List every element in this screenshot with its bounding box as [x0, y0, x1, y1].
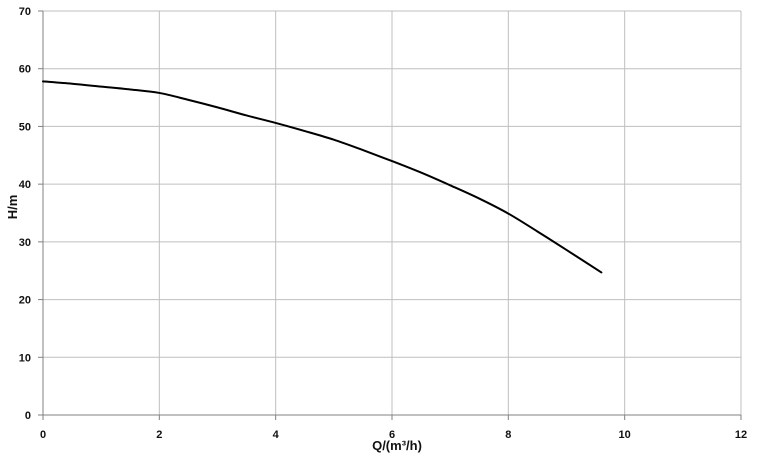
tick-labels: 0 10 20 30 40 50 60 70 0 2 4 6 8 10 12 — [19, 6, 747, 441]
series-layer — [42, 80, 603, 274]
y-tick-label: 20 — [19, 295, 31, 307]
y-tick-label: 10 — [19, 352, 31, 364]
y-tick-label: 50 — [19, 121, 31, 133]
y-axis-label: H/m — [5, 195, 20, 220]
y-tick-label: 30 — [19, 237, 31, 249]
y-tick-label: 0 — [25, 410, 31, 422]
axes — [38, 10, 742, 420]
series-line — [42, 80, 603, 274]
x-tick-label: 4 — [273, 429, 280, 441]
x-tick-label: 6 — [389, 429, 395, 441]
x-axis-label: Q/(m³/h) — [372, 438, 422, 453]
x-tick-label: 10 — [619, 429, 631, 441]
x-tick-label: 8 — [505, 429, 511, 441]
x-tick-label: 12 — [735, 429, 747, 441]
x-tick-label: 2 — [156, 429, 162, 441]
y-tick-label: 70 — [19, 6, 31, 18]
y-tick-label: 40 — [19, 179, 31, 191]
y-tick-label: 60 — [19, 64, 31, 76]
x-tick-label: 0 — [40, 429, 46, 441]
